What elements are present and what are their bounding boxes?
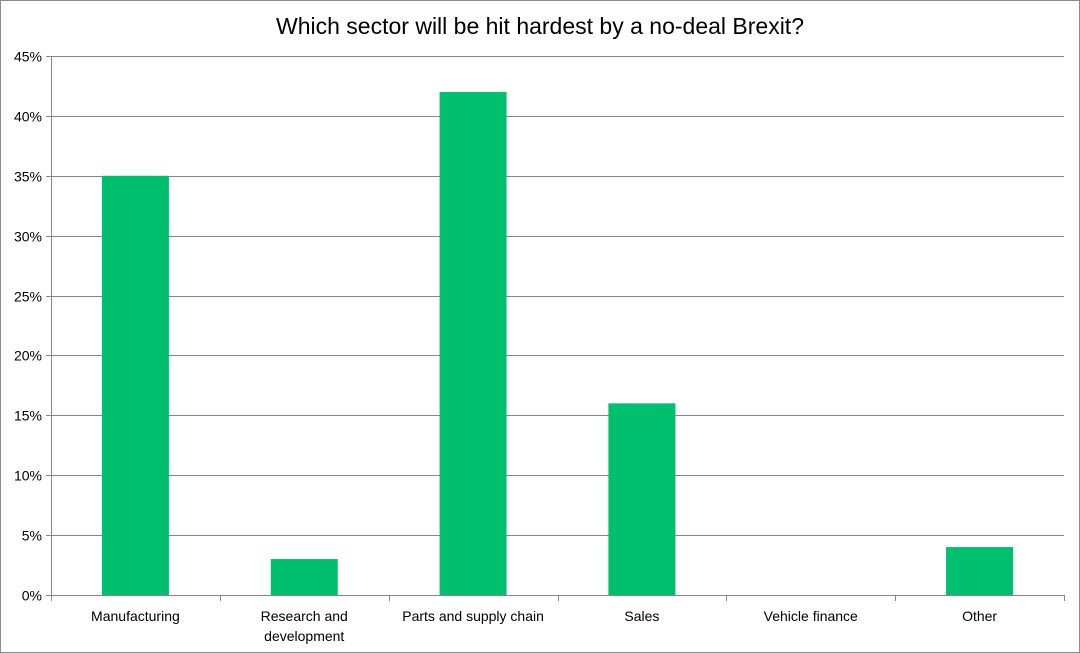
y-tick-label: 30% [14, 229, 42, 245]
x-category-label: Manufacturing [91, 608, 180, 624]
x-category-label-line: development [264, 628, 344, 644]
x-category-label: Parts and supply chain [402, 608, 544, 624]
bar [439, 91, 507, 595]
y-tick-label: 10% [14, 468, 42, 484]
gridlines [51, 56, 1064, 536]
y-tick-label: 20% [14, 348, 42, 364]
x-category-label: Sales [624, 608, 659, 624]
y-tick-label: 25% [14, 289, 42, 305]
y-tick-label: 45% [14, 49, 42, 65]
x-category-label-line: Research and [261, 608, 348, 624]
y-tick-label: 35% [14, 169, 42, 185]
x-category-label-line: Other [962, 608, 997, 624]
bars [101, 91, 1014, 595]
x-category-label-line: Parts and supply chain [402, 608, 544, 624]
y-tick-label: 5% [22, 528, 42, 544]
x-category-label: Vehicle finance [764, 608, 858, 624]
x-category-label-line: Manufacturing [91, 608, 180, 624]
y-tick-labels: 0% 5% 10% 15% 20% 25% 30% 35% 40% 45% [14, 49, 42, 604]
x-category-label: Research and development [261, 608, 348, 644]
y-tick-label: 40% [14, 109, 42, 125]
bar [270, 559, 338, 595]
bar [101, 175, 169, 595]
y-tick-label: 15% [14, 408, 42, 424]
y-tick-label: 0% [22, 588, 42, 604]
x-category-labels: Manufacturing Research and development Part… [91, 608, 997, 644]
axes [46, 56, 1065, 601]
x-category-label: Other [962, 608, 997, 624]
chart-title: Which sector will be hit hardest by a no… [276, 13, 804, 39]
bar [608, 403, 676, 595]
bar [946, 547, 1014, 595]
x-category-label-line: Vehicle finance [764, 608, 858, 624]
x-category-label-line: Sales [624, 608, 659, 624]
